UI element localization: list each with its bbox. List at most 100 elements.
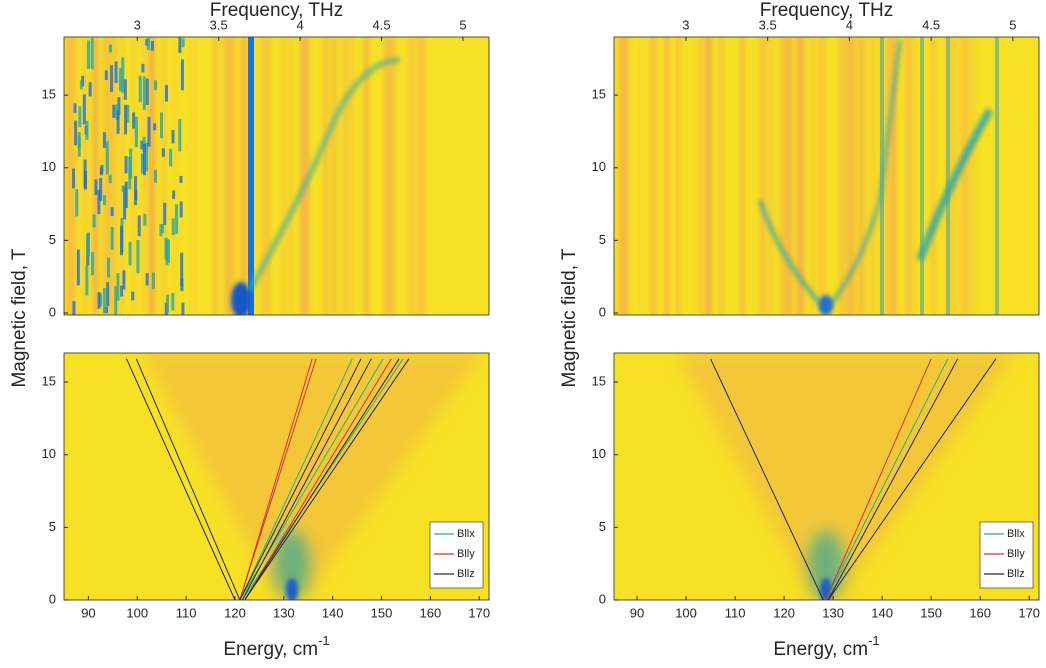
x-tick-label: 140 [322, 605, 344, 620]
x-tick-label: 130 [822, 605, 844, 620]
stripe [244, 37, 250, 315]
stripe [90, 37, 94, 70]
stripe [248, 37, 254, 315]
field-line [710, 358, 824, 600]
y-tick-label: 15 [592, 87, 606, 102]
stripe [920, 37, 924, 315]
stripe [153, 123, 157, 131]
stripe [151, 272, 155, 290]
legend-box [979, 521, 1034, 589]
stripe [620, 37, 624, 315]
stripe [85, 265, 89, 296]
x2-axis-label: Frequency, THz [760, 0, 893, 21]
stripe [946, 37, 950, 315]
stripe [171, 292, 175, 311]
stripe [145, 142, 149, 172]
stripe [108, 174, 112, 184]
stripe [88, 82, 92, 97]
stripe [116, 110, 120, 134]
stripe [118, 68, 122, 92]
stripe [971, 37, 976, 315]
stripe [106, 257, 110, 278]
x-tick-label: 120 [773, 605, 795, 620]
x-tick-label: 110 [725, 605, 746, 620]
stripe [121, 57, 125, 93]
stripe [180, 278, 184, 292]
stripe [841, 37, 847, 315]
heatmap-texture [616, 37, 976, 315]
axes-frame [613, 352, 1040, 601]
legend-box [429, 521, 484, 589]
stripe [240, 37, 243, 315]
stripe [164, 85, 168, 102]
x-tick-label: 90 [81, 605, 95, 620]
stripe [624, 37, 629, 315]
stripe [323, 37, 328, 315]
field-line [827, 358, 997, 600]
legend-label: Bllz [1007, 568, 1025, 580]
stripe [120, 226, 124, 256]
stripe [859, 37, 865, 315]
stripe [78, 106, 82, 128]
stripe [161, 148, 165, 157]
stripe [810, 37, 816, 315]
stripe [413, 37, 420, 315]
y-tick-label: 0 [49, 304, 56, 319]
stripe [117, 97, 121, 115]
stripe [343, 37, 347, 315]
stripe [962, 37, 965, 315]
stripe [92, 214, 96, 228]
stripe [110, 227, 114, 250]
stripe [114, 286, 118, 315]
stripe [76, 249, 80, 286]
stripe [391, 37, 396, 315]
stripe [141, 63, 145, 73]
stripe [887, 37, 890, 315]
x-tick-label: 170 [468, 605, 490, 620]
heatmap-texture [66, 37, 427, 315]
stripe [106, 282, 110, 307]
field-line [239, 358, 353, 600]
stripe [72, 168, 76, 189]
stripe [102, 132, 106, 148]
stripe [995, 37, 999, 315]
x-tick-label: 130 [273, 605, 295, 620]
stripe [146, 37, 150, 50]
legend-label: Bllz [457, 568, 475, 580]
field-line [239, 358, 313, 600]
x2-tick-label: 4.5 [922, 17, 940, 32]
stripe [72, 301, 76, 326]
stripe [154, 169, 158, 183]
stripe [74, 120, 78, 146]
x-axis-label-text: Energy, cm [223, 639, 318, 660]
stripe [126, 104, 130, 123]
stripe [330, 37, 335, 315]
stripe [75, 189, 79, 217]
stripe [145, 78, 149, 105]
stripe [222, 37, 227, 315]
stripe [161, 37, 167, 315]
stripe [421, 37, 427, 315]
x2-tick-label: 4 [846, 17, 853, 32]
stripe [851, 37, 856, 315]
stripe [109, 44, 113, 53]
stripe [640, 37, 643, 315]
y-tick-label: 0 [599, 591, 606, 606]
stripe [863, 37, 867, 315]
stripe [818, 37, 822, 315]
y-axis-label: Magnetic field, T [559, 248, 580, 387]
field-line [239, 358, 362, 600]
stripe [181, 38, 185, 48]
stripe [616, 37, 621, 315]
stripe [105, 141, 109, 175]
stripe [838, 37, 842, 315]
stripe [387, 37, 391, 315]
stripe [132, 112, 136, 129]
stripe [664, 37, 670, 315]
stripe [166, 294, 170, 313]
x-axis-label-sup: -1 [868, 633, 880, 648]
stripe [171, 130, 175, 144]
y-tick-label: 5 [49, 519, 56, 534]
field-line [244, 358, 400, 600]
